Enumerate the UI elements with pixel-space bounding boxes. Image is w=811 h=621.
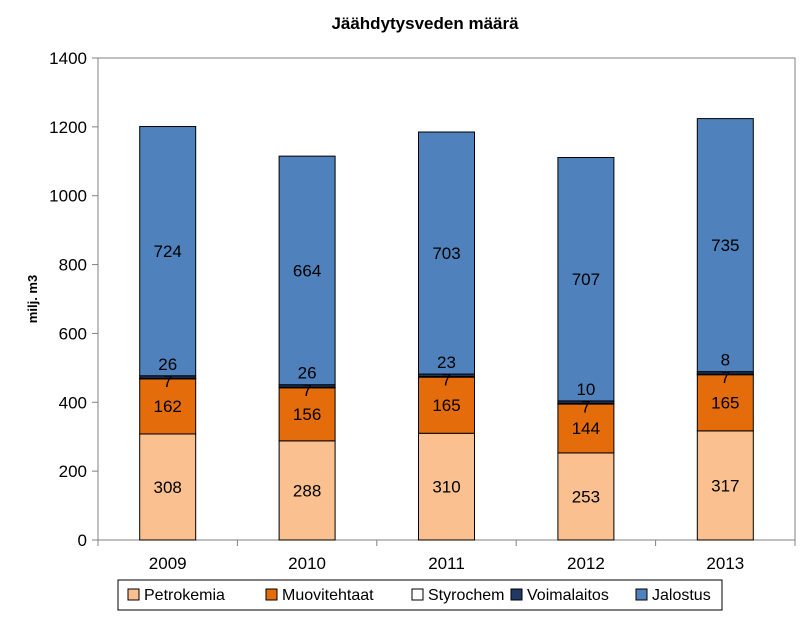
chart-title: Jäähdytysveden määrä <box>331 14 519 33</box>
data-label-muovitehtaat: 165 <box>711 393 739 412</box>
y-axis-label: milj. m3 <box>25 275 40 323</box>
plot-area: 0 200 400 600 800 1000 1200 1400 milj. m3 2009 308… <box>25 49 796 573</box>
data-label-petrokemia: 310 <box>432 478 460 497</box>
data-label-muovitehtaat: 156 <box>293 405 321 424</box>
y-tick-label: 800 <box>59 256 87 275</box>
legend-swatch-petrokemia <box>127 588 140 601</box>
data-label-muovitehtaat: 162 <box>154 397 182 416</box>
bar-segment-petrokemia <box>418 432 475 541</box>
bar-segment-muovitehtaat <box>696 373 754 432</box>
x-tick-label: 2010 <box>288 554 326 573</box>
bar-segment-muovitehtaat <box>418 375 475 434</box>
data-label-voimalaitos: 7 <box>442 370 451 389</box>
legend-swatch-muovitehtaat <box>265 588 278 601</box>
bar-segment-petrokemia <box>557 452 615 541</box>
y-tick-label: 0 <box>78 531 87 550</box>
bar-segment-petrokemia <box>696 430 754 541</box>
annotation-label: 8 <box>721 351 730 370</box>
data-label-jalostus: 724 <box>154 242 182 261</box>
annotation-label: 26 <box>298 364 317 383</box>
data-label-voimalaitos: 7 <box>581 397 590 416</box>
annotation-label: 10 <box>576 380 595 399</box>
legend-label-petrokemia: Petrokemia <box>144 587 225 604</box>
legend-swatch-voimalaitos <box>510 588 523 601</box>
data-label-jalostus: 664 <box>293 261 321 280</box>
x-tick-label: 2011 <box>428 554 465 573</box>
data-label-petrokemia: 288 <box>293 481 321 500</box>
bar-segment-muovitehtaat <box>557 402 615 454</box>
bar-segment-muovitehtaat <box>278 386 336 442</box>
y-tick-label: 1200 <box>49 118 87 137</box>
data-label-jalostus: 735 <box>711 236 739 255</box>
legend-label-muovitehtaat: Muovitehtaat <box>282 587 374 604</box>
bar-segment-petrokemia <box>278 440 336 541</box>
annotation-label: 26 <box>158 355 177 374</box>
y-tick-label: 200 <box>59 462 87 481</box>
y-tick-label: 1400 <box>49 49 87 68</box>
x-tick-label: 2013 <box>706 554 744 573</box>
bar-segment-muovitehtaat <box>139 377 197 435</box>
legend-label-styrochem: Styrochem <box>428 587 504 604</box>
y-tick-label: 400 <box>59 393 87 412</box>
y-tick-label: 1000 <box>49 187 87 206</box>
data-label-jalostus: 707 <box>572 270 600 289</box>
legend-swatch-jalostus <box>635 588 648 601</box>
annotation-label: 23 <box>437 353 456 372</box>
bar-segment-jalostus <box>696 118 754 373</box>
legend-label-jalostus: Jalostus <box>652 587 711 604</box>
bar-segment-jalostus <box>278 155 336 386</box>
data-label-voimalaitos: 7 <box>721 368 730 387</box>
data-label-muovitehtaat: 165 <box>432 396 460 415</box>
bar-segment-jalostus <box>139 126 197 377</box>
bar-segment-jalostus <box>418 131 475 375</box>
data-label-voimalaitos: 7 <box>163 372 172 391</box>
x-tick-label: 2012 <box>567 554 605 573</box>
data-label-jalostus: 703 <box>432 244 460 263</box>
legend-label-voimalaitos: Voimalaitos <box>527 587 609 604</box>
x-tick-label: 2009 <box>149 554 187 573</box>
bar-segment-petrokemia <box>139 433 197 541</box>
data-label-petrokemia: 253 <box>572 487 600 506</box>
data-label-muovitehtaat: 144 <box>572 419 600 438</box>
bar-segment-jalostus <box>557 156 615 402</box>
data-label-petrokemia: 317 <box>711 476 739 495</box>
y-tick-label: 600 <box>59 324 87 343</box>
data-label-voimalaitos: 7 <box>302 381 311 400</box>
legend: Petrokemia Muovitehtaat Styrochem Voimalait… <box>117 579 723 611</box>
legend-swatch-styrochem <box>411 588 424 601</box>
data-label-petrokemia: 308 <box>154 478 182 497</box>
